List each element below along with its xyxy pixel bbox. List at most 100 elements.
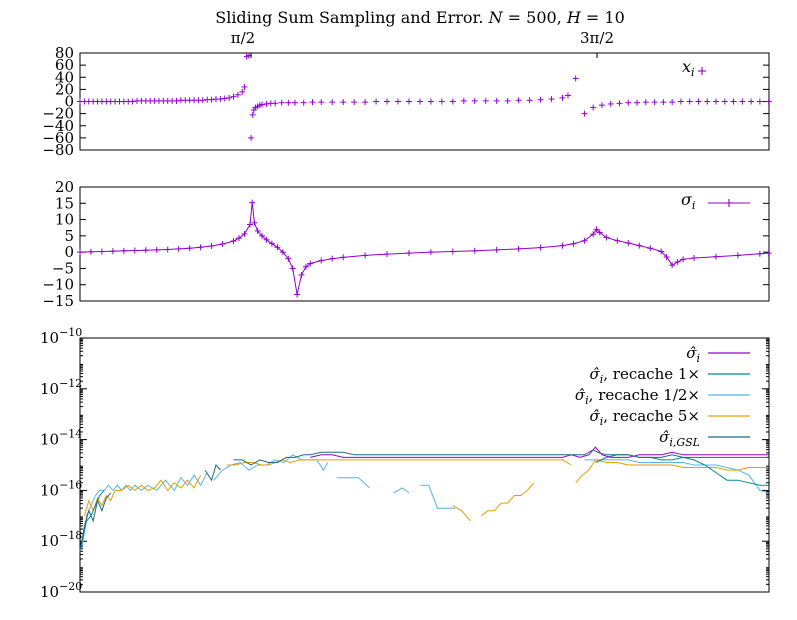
sigma-point bbox=[87, 248, 94, 255]
sigma-point bbox=[625, 240, 632, 247]
x-point bbox=[642, 99, 649, 106]
sigma-point bbox=[142, 247, 149, 254]
sigma-point bbox=[340, 254, 347, 261]
legend-entry-label: σ̂i bbox=[686, 344, 700, 365]
sigma-point bbox=[219, 241, 226, 247]
y-tick-label: −5 bbox=[52, 259, 74, 277]
sigma-point bbox=[647, 245, 654, 252]
x-point bbox=[713, 98, 720, 105]
error-series-line bbox=[419, 484, 455, 509]
legend-entry-label: σ̂i,GSL bbox=[659, 428, 700, 449]
sigma-point bbox=[298, 271, 305, 278]
panel-sigma-frame bbox=[79, 186, 770, 302]
panel-error-lines bbox=[79, 446, 769, 552]
sigma-point bbox=[236, 235, 243, 242]
x-point bbox=[263, 100, 270, 107]
x-point bbox=[471, 97, 478, 104]
x-point bbox=[234, 91, 241, 98]
sigma-point bbox=[590, 231, 597, 238]
sigma-point bbox=[658, 248, 665, 255]
legend-entry-label: σ̂i, recache 1× bbox=[589, 365, 700, 386]
sigma-point bbox=[493, 246, 500, 253]
sigma-point bbox=[680, 256, 687, 263]
panel-x-marks bbox=[77, 52, 772, 141]
sigma-point bbox=[593, 226, 600, 233]
x-point bbox=[460, 97, 467, 104]
x-point bbox=[309, 99, 316, 106]
sigma-point bbox=[307, 260, 314, 267]
y-tick-label: −40 bbox=[42, 117, 74, 135]
sigma-point bbox=[449, 248, 456, 255]
x-point bbox=[272, 100, 279, 107]
x-point bbox=[427, 98, 434, 105]
x-point bbox=[572, 75, 579, 82]
sigma-point bbox=[98, 248, 105, 255]
sigma-point bbox=[559, 242, 566, 249]
sigma-point bbox=[581, 237, 588, 244]
sigma-point bbox=[120, 247, 127, 254]
error-series-line bbox=[81, 490, 105, 542]
sigma-point bbox=[663, 254, 670, 261]
x-point bbox=[765, 98, 772, 105]
x-point bbox=[241, 83, 248, 90]
x-point bbox=[695, 98, 702, 105]
sigma-point bbox=[164, 246, 171, 253]
error-series-line bbox=[226, 459, 572, 466]
x-point bbox=[278, 99, 285, 106]
error-series-line bbox=[233, 449, 769, 466]
sigma-point bbox=[329, 255, 336, 262]
error-series-line bbox=[584, 459, 769, 494]
x-point bbox=[416, 98, 423, 105]
x-point bbox=[208, 96, 215, 103]
y-tick-label: 15 bbox=[55, 194, 74, 212]
legend-sigma-label: σi bbox=[681, 190, 695, 212]
sigma-point bbox=[131, 247, 138, 254]
legend-sigma-marker bbox=[708, 199, 750, 207]
x-point bbox=[559, 94, 566, 101]
x-point bbox=[173, 97, 180, 104]
x-point bbox=[449, 98, 456, 105]
x-point bbox=[704, 98, 711, 105]
error-series-line bbox=[575, 459, 769, 484]
error-series-line bbox=[204, 463, 221, 482]
x-point bbox=[340, 99, 347, 106]
x-point bbox=[248, 134, 255, 141]
x-point bbox=[504, 97, 511, 104]
error-series-line bbox=[595, 454, 769, 486]
panel-error-legend: σ̂iσ̂i, recache 1×σ̂i, recache 1/2×σ̂i, … bbox=[575, 344, 750, 449]
legend-entry-label: σ̂i, recache 5× bbox=[589, 407, 700, 428]
x-point bbox=[438, 98, 445, 105]
x-point bbox=[730, 98, 737, 105]
x-point bbox=[607, 100, 614, 107]
sigma-point bbox=[734, 252, 741, 259]
sigma-point bbox=[362, 252, 369, 259]
sigma-point bbox=[405, 250, 412, 257]
sigma-point bbox=[427, 249, 434, 256]
sigma-point bbox=[246, 221, 253, 228]
sigma-point bbox=[636, 242, 643, 249]
sigma-point bbox=[254, 227, 261, 234]
y-tick-label: −60 bbox=[42, 129, 74, 147]
y-tick-label: 20 bbox=[55, 178, 74, 196]
y-tick-label: 40 bbox=[55, 68, 74, 86]
error-series-line bbox=[81, 472, 208, 547]
x-point bbox=[590, 104, 597, 111]
x-point bbox=[217, 96, 224, 103]
y-tick-label: −15 bbox=[42, 292, 74, 310]
x-point bbox=[756, 98, 763, 105]
sigma-point bbox=[318, 257, 325, 264]
error-series-line bbox=[79, 492, 112, 552]
y-tick-label: 20 bbox=[55, 80, 74, 98]
x-point bbox=[300, 99, 307, 106]
sigma-point bbox=[259, 232, 266, 239]
sigma-point bbox=[674, 258, 681, 265]
x-point bbox=[548, 96, 555, 103]
error-series-line bbox=[213, 454, 329, 481]
x-point bbox=[405, 98, 412, 105]
error-series-line bbox=[310, 446, 769, 458]
x-point bbox=[329, 99, 336, 106]
